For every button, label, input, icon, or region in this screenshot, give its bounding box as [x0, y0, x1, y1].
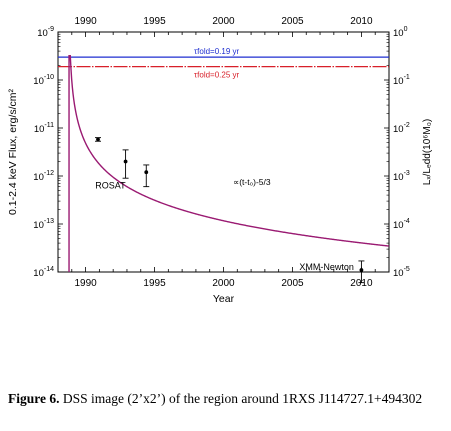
rosat-label: ROSAT [95, 180, 126, 190]
y-tick-label-right: 10-3 [393, 170, 410, 183]
y-tick-label-left: 10-14 [33, 266, 54, 279]
plot-frame [57, 31, 390, 273]
tfold-025-label: τfold=0.25 yr [194, 71, 240, 80]
x-tick-label-bottom: 2005 [281, 278, 304, 289]
x-tick-label-top: 2005 [281, 16, 304, 27]
x-tick-label-top: 2010 [350, 16, 373, 27]
caption-label: Figure 6. [8, 391, 60, 406]
data-point [144, 170, 149, 175]
y-tick-label-right: 10-5 [393, 266, 410, 279]
xmm-newton-label: XMM-Newton [299, 262, 354, 272]
decay-law-label: ∝(t-t₀)-5/3 [233, 177, 271, 187]
y-tick-label-right: 10-1 [393, 74, 410, 87]
x-tick-label-top: 2000 [212, 16, 235, 27]
x-tick-label-bottom: 2000 [212, 278, 235, 289]
tfold-019-label: τfold=0.19 yr [194, 47, 240, 56]
y-tick-label-left: 10-9 [37, 26, 54, 39]
x-axis-label: Year [213, 293, 235, 305]
reference-lines: τfold=0.19 yr τfold=0.25 yr [58, 47, 389, 80]
y-axis-label-right: Lₓ/Lₑdd(10⁶M₀) [422, 119, 433, 185]
y-tick-label-left: 10-11 [34, 122, 54, 135]
y-tick-label-right: 100 [393, 26, 408, 39]
y-tick-label-left: 10-10 [33, 74, 54, 87]
y-tick-label-left: 10-13 [33, 218, 54, 231]
decay-curve-layer: ∝(t-t₀)-5/3 [68, 55, 389, 272]
axis-labels: 1990 1995 2000 2005 2010 1990 1995 2000 2005 2010… [7, 16, 433, 305]
data-point [96, 137, 100, 142]
data-point [123, 159, 128, 164]
x-tick-label-bottom: 1990 [74, 278, 97, 289]
data-points [94, 137, 365, 284]
axis-ticks [57, 31, 390, 273]
y-tick-label-right: 10-2 [393, 122, 410, 135]
y-tick-label-left: 10-12 [33, 170, 54, 183]
y-tick-label-right: 10-4 [393, 218, 410, 231]
x-tick-label-bottom: 2010 [350, 278, 373, 289]
x-tick-label-bottom: 1995 [143, 278, 166, 289]
y-axis-label-left: 0.1-2.4 keV Flux, erg/s/cm² [7, 88, 19, 215]
x-tick-label-top: 1995 [143, 16, 166, 27]
caption-text: DSS image (2’x2’) of the region around 1… [62, 391, 423, 406]
light-curve-chart: τfold=0.19 yr τfold=0.25 yr ∝(t-t₀)-5/3 1… [7, 16, 433, 305]
data-point [359, 268, 364, 272]
figure-caption: Figure 6. DSS image (2’x2’) of the regio… [8, 390, 438, 407]
x-tick-label-top: 1990 [74, 16, 97, 27]
decay-curve [68, 55, 389, 272]
